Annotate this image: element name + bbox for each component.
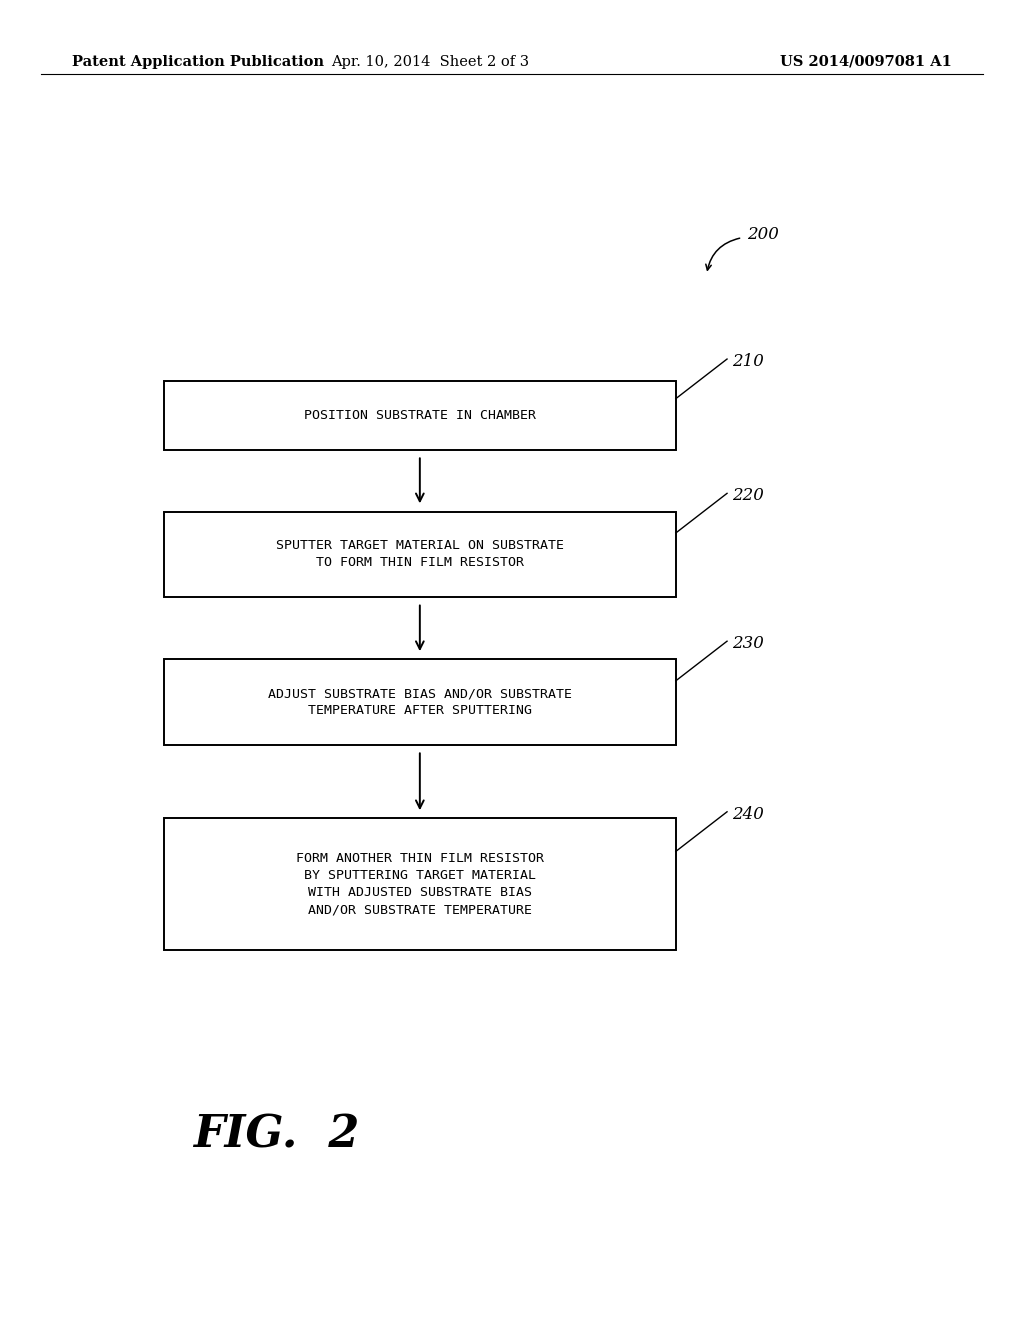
Text: FORM ANOTHER THIN FILM RESISTOR
BY SPUTTERING TARGET MATERIAL
WITH ADJUSTED SUBS: FORM ANOTHER THIN FILM RESISTOR BY SPUTT…	[296, 853, 544, 916]
Bar	[164, 818, 676, 950]
Bar	[164, 381, 676, 450]
Text: 240: 240	[732, 807, 764, 822]
Text: 210: 210	[732, 354, 764, 370]
Text: US 2014/0097081 A1: US 2014/0097081 A1	[780, 54, 952, 69]
Text: ADJUST SUBSTRATE BIAS AND/OR SUBSTRATE
TEMPERATURE AFTER SPUTTERING: ADJUST SUBSTRATE BIAS AND/OR SUBSTRATE T…	[268, 688, 571, 717]
Text: 220: 220	[732, 487, 764, 504]
Text: FIG.  2: FIG. 2	[194, 1114, 359, 1156]
Text: 200: 200	[748, 227, 779, 243]
Text: POSITION SUBSTRATE IN CHAMBER: POSITION SUBSTRATE IN CHAMBER	[304, 409, 536, 422]
Text: SPUTTER TARGET MATERIAL ON SUBSTRATE
TO FORM THIN FILM RESISTOR: SPUTTER TARGET MATERIAL ON SUBSTRATE TO …	[275, 540, 564, 569]
Text: 230: 230	[732, 635, 764, 652]
Bar	[164, 660, 676, 744]
Text: Apr. 10, 2014  Sheet 2 of 3: Apr. 10, 2014 Sheet 2 of 3	[331, 54, 529, 69]
Text: Patent Application Publication: Patent Application Publication	[72, 54, 324, 69]
Bar	[164, 511, 676, 597]
